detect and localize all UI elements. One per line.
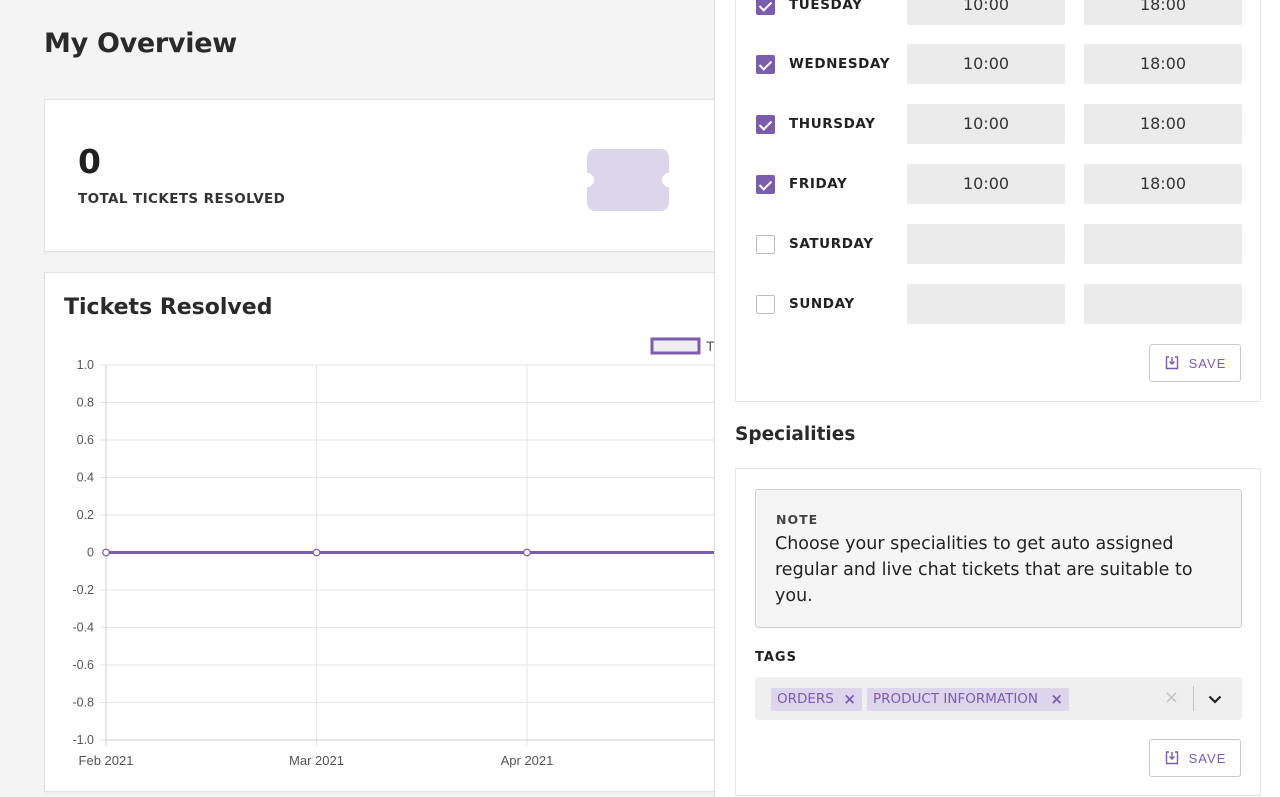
y-tick-label: -0.8 — [72, 696, 94, 710]
data-point — [523, 548, 531, 557]
specialities-title: Specialities — [735, 424, 856, 445]
y-tick-label: 0.2 — [77, 508, 94, 522]
data-point — [102, 548, 110, 557]
legend-swatch — [650, 337, 701, 355]
tickets-resolved-chart: 1.0 0.8 0.6 0.4 0.2 0 -0.2 -0.4 -0.6 -0.8 -1.0 Feb … — [72, 337, 735, 768]
tuesday-start-time[interactable]: 10:00 — [907, 0, 1065, 25]
saturday-checkbox[interactable] — [756, 235, 775, 254]
day-row-thursday: THURSDAY 10:00 18:00 — [736, 104, 1262, 144]
remove-tag-icon[interactable]: × — [1050, 690, 1063, 708]
chevron-down-icon[interactable] — [1206, 690, 1224, 708]
saturday-end-time[interactable] — [1084, 224, 1242, 264]
thursday-end-time[interactable]: 18:00 — [1084, 104, 1242, 144]
stat-value: 0 — [78, 142, 101, 181]
y-tick-label: 0.8 — [77, 396, 94, 410]
wednesday-end-time[interactable]: 18:00 — [1084, 44, 1242, 84]
y-tick-label: -0.4 — [72, 621, 94, 635]
tag-orders: ORDERS × — [771, 688, 862, 711]
x-tick-label: Feb 2021 — [79, 753, 134, 768]
save-specialities-button[interactable]: SAVE — [1149, 739, 1241, 777]
day-row-saturday: SATURDAY — [736, 224, 1262, 264]
y-tick-label: -1.0 — [72, 733, 94, 747]
note-text: Choose your specialities to get auto ass… — [775, 534, 1193, 606]
legend-label: T — [706, 338, 715, 354]
sunday-start-time[interactable] — [907, 284, 1065, 324]
chart-title: Tickets Resolved — [64, 295, 273, 320]
save-hours-button[interactable]: SAVE — [1149, 344, 1241, 382]
save-icon — [1165, 356, 1178, 370]
working-hours-card: TUESDAY 10:00 18:00 WEDNESDAY 10:00 18:0… — [735, 0, 1261, 402]
tuesday-checkbox[interactable] — [756, 0, 775, 15]
total-tickets-card: 0 TOTAL TICKETS RESOLVED — [44, 99, 734, 252]
y-tick-label: 1.0 — [77, 358, 94, 372]
tag-label: ORDERS — [777, 691, 834, 707]
remove-tag-icon[interactable]: × — [843, 690, 856, 708]
data-point — [312, 548, 321, 557]
thursday-checkbox[interactable] — [756, 115, 775, 134]
tags-select[interactable]: ORDERS × PRODUCT INFORMATION × × — [755, 677, 1242, 720]
day-label: FRIDAY — [789, 176, 848, 192]
settings-panel: TUESDAY 10:00 18:00 WEDNESDAY 10:00 18:0… — [714, 0, 1280, 797]
tuesday-end-time[interactable]: 18:00 — [1084, 0, 1242, 25]
day-label: THURSDAY — [789, 116, 876, 132]
day-label: WEDNESDAY — [789, 56, 891, 72]
tag-label: PRODUCT INFORMATION — [873, 691, 1039, 707]
day-label: SATURDAY — [789, 236, 874, 252]
saturday-start-time[interactable] — [907, 224, 1065, 264]
note-label: NOTE — [776, 512, 819, 527]
stat-label: TOTAL TICKETS RESOLVED — [78, 191, 286, 207]
day-label: SUNDAY — [789, 296, 855, 312]
day-row-tuesday: TUESDAY 10:00 18:00 — [736, 0, 1262, 25]
ticket-icon — [587, 149, 669, 211]
y-tick-label: -0.2 — [72, 583, 94, 597]
page-title: My Overview — [44, 28, 237, 59]
specialities-card: NOTE Choose your specialities to get aut… — [735, 468, 1261, 796]
day-row-wednesday: WEDNESDAY 10:00 18:00 — [736, 44, 1262, 84]
thursday-start-time[interactable]: 10:00 — [907, 104, 1065, 144]
tickets-resolved-chart-card: Tickets Resolved 1.0 0.8 0.6 0.4 0.2 0 -0.2 -0.… — [44, 272, 735, 792]
clear-tags-icon[interactable]: × — [1164, 687, 1180, 708]
x-tick-label: Apr 2021 — [501, 753, 554, 768]
friday-checkbox[interactable] — [756, 175, 775, 194]
y-tick-label: -0.6 — [72, 658, 94, 672]
friday-start-time[interactable]: 10:00 — [907, 164, 1065, 204]
y-tick-label: 0.6 — [77, 433, 94, 447]
sunday-end-time[interactable] — [1084, 284, 1242, 324]
sunday-checkbox[interactable] — [756, 295, 775, 314]
friday-end-time[interactable]: 18:00 — [1084, 164, 1242, 204]
day-row-friday: FRIDAY 10:00 18:00 — [736, 164, 1262, 204]
divider — [1193, 686, 1194, 711]
x-tick-label: Mar 2021 — [289, 753, 344, 768]
tag-product-information: PRODUCT INFORMATION × — [867, 688, 1069, 711]
y-tick-label: 0 — [87, 546, 94, 560]
wednesday-start-time[interactable]: 10:00 — [907, 44, 1065, 84]
y-tick-label: 0.4 — [77, 471, 94, 485]
tags-label: TAGS — [755, 650, 797, 665]
wednesday-checkbox[interactable] — [756, 55, 775, 74]
save-label: SAVE — [1188, 355, 1227, 371]
save-label: SAVE — [1188, 750, 1227, 766]
day-row-sunday: SUNDAY — [736, 284, 1262, 324]
note-box: NOTE Choose your specialities to get aut… — [755, 489, 1242, 628]
day-label: TUESDAY — [789, 0, 863, 13]
save-icon — [1165, 751, 1178, 765]
